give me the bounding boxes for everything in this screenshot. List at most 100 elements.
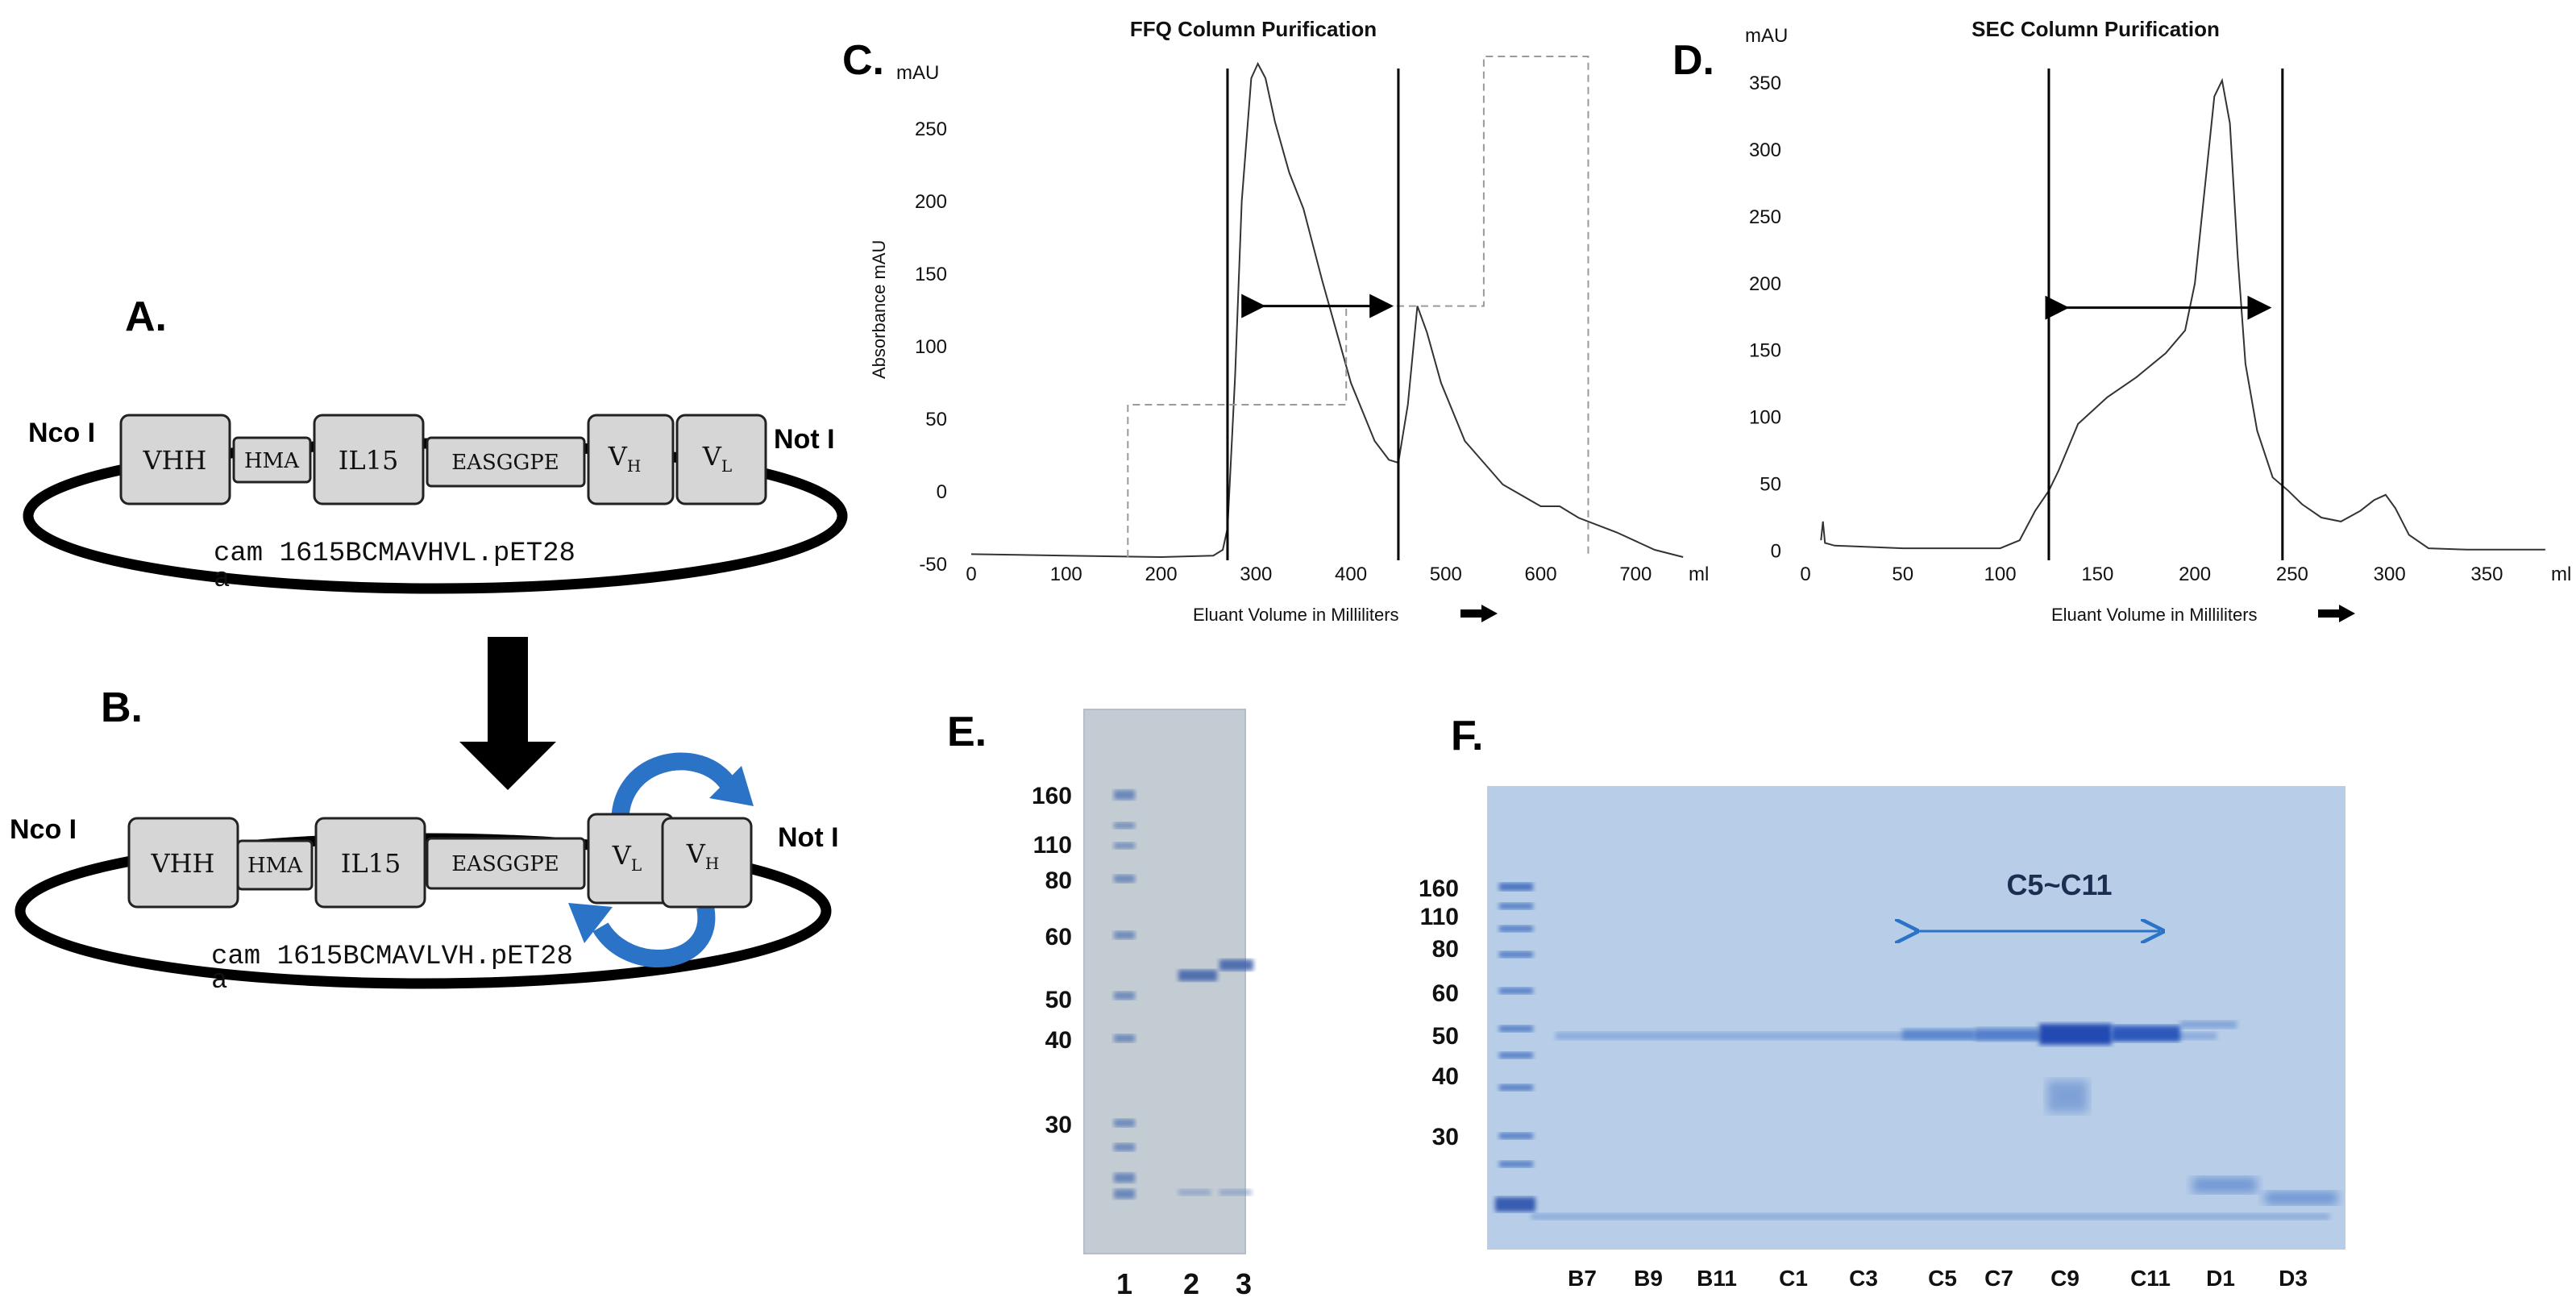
gel-f: 160 110 80 60 50 40 30 C5~C11 B7 B9 B11 C1 C… [1419, 786, 2345, 1291]
gel-e-background [1084, 709, 1245, 1254]
gel-e-marker-40: 40 [1045, 1027, 1072, 1054]
chart-ffq-yunit: mAU [896, 62, 939, 84]
panel-label-e: E. [947, 709, 987, 755]
panel-label-a: A. [125, 293, 167, 340]
chart-ffq: FFQ Column Purification mAU Absorbance m… [869, 17, 1709, 625]
gel-e-marker-160: 160 [1032, 783, 1072, 809]
gel-f-marker-40: 40 [1432, 1063, 1459, 1090]
plasmid-b-linker-box [426, 837, 586, 890]
chart-sec-xtick: 100 [1984, 564, 2017, 585]
chart-ffq-series-gradient [1127, 56, 1589, 557]
plasmid-a-linker-box [426, 436, 586, 488]
chart-ffq-ytick: 200 [915, 191, 947, 213]
swap-arrow-top-head [709, 766, 754, 806]
gel-f-lane-c11: C11 [2130, 1266, 2171, 1291]
chart-sec-ytick: 100 [1749, 407, 1781, 429]
gel-f-lane-c7: C7 [1984, 1266, 2013, 1291]
chart-ffq-xlabel: Eluant Volume in Milliliters [1193, 605, 1399, 625]
swap-arrow-top [611, 752, 737, 832]
panel-label-c: C. [842, 37, 884, 84]
gel-e-marker-50: 50 [1045, 987, 1072, 1013]
chart-sec-xunit: ml [2551, 564, 2571, 585]
plasmid-b-il15-label: IL15 [341, 848, 401, 879]
gel-e-ladder [1114, 790, 1135, 1199]
swap-arrow-bottom [592, 905, 716, 967]
gel-f-ladder [1495, 883, 1535, 1212]
chart-ffq-title: FFQ Column Purification [1130, 17, 1377, 41]
chart-ffq-ytick: 150 [915, 264, 947, 285]
chart-sec-title: SEC Column Purification [1971, 17, 2220, 41]
gel-f-marker-80: 80 [1432, 936, 1459, 963]
chart-ffq-xtick: 200 [1145, 564, 1178, 585]
gel-e-marker-110: 110 [1033, 832, 1072, 859]
chart-ffq-xtick: 0 [966, 564, 976, 585]
chart-ffq-xtick: 700 [1619, 564, 1652, 585]
gel-f-lane-b7: B7 [1568, 1266, 1597, 1291]
plasmid-a-v1-label: VH [608, 441, 642, 476]
chart-sec-ytick: 250 [1749, 206, 1781, 228]
gel-e-marker-30: 30 [1045, 1112, 1072, 1138]
chart-ffq-xlabel-arrow [1460, 605, 1498, 622]
plasmid-b-il15-box [314, 817, 426, 909]
gel-e: 160 110 80 60 50 40 30 1 2 3 [1032, 709, 1253, 1300]
plasmid-b-v2-box [661, 817, 753, 909]
chart-ffq-xtick: 300 [1240, 564, 1272, 585]
gel-e-marker-80: 80 [1045, 867, 1072, 894]
chart-sec-yunit: mAU [1745, 25, 1788, 47]
gel-e-band-lane2 [1178, 970, 1217, 981]
plasmid-a-hma-box [232, 436, 312, 484]
plasmid-a-right-site: Not I [774, 424, 835, 455]
plasmid-b-hma-box [236, 839, 314, 891]
plasmid-b-vhh-label: VHH [151, 848, 215, 879]
plasmid-a-vhh-label: VHH [143, 445, 207, 476]
panel-label-b: B. [101, 684, 143, 731]
plasmid-a-il15-label: IL15 [339, 445, 399, 476]
gel-f-marker-160: 160 [1419, 876, 1459, 902]
chart-sec-ytick: 350 [1749, 73, 1781, 94]
chart-sec-xlabel-arrow [2318, 605, 2355, 622]
plasmid-b-left-site: Nco I [10, 814, 77, 845]
gel-f-lane-b11: B11 [1697, 1266, 1737, 1291]
gel-f-marker-50: 50 [1432, 1023, 1459, 1050]
gel-f-marker-60: 60 [1432, 980, 1459, 1007]
gel-f-range-label: C5~C11 [2006, 868, 2112, 901]
chart-sec-xlabel: Eluant Volume in Milliliters [2051, 605, 2258, 625]
chart-sec-xtick: 350 [2470, 564, 2503, 585]
chart-sec-xtick: 150 [2081, 564, 2113, 585]
chart-sec-xtick: 200 [2179, 564, 2211, 585]
gel-f-marker-110: 110 [1420, 904, 1459, 930]
plasmid-b-linker-label: EASGGPE [451, 852, 559, 876]
plasmid-b-v2-label: VH [686, 838, 720, 873]
chart-ffq-xunit: ml [1689, 564, 1709, 585]
gel-f-band-c9 [2039, 1024, 2112, 1045]
chart-ffq-ytick: -50 [919, 554, 947, 576]
chart-sec-xtick: 250 [2276, 564, 2308, 585]
chart-ffq-xtick: 400 [1335, 564, 1367, 585]
plasmid-a: Nco I Not I VHH HMA IL15 EASGGPE VH VL c… [23, 414, 848, 595]
plasmid-a-name-suffix: a [214, 564, 230, 595]
plasmid-a-v2-box [675, 414, 767, 505]
plasmid-a-v1-box [587, 414, 675, 505]
gel-f-lane-c9: C9 [2050, 1266, 2079, 1291]
plasmid-b: Nco I Not I VHH HMA IL15 EASGGPE VL VH c… [10, 752, 839, 996]
gel-f-lane-d3: D3 [2279, 1266, 2308, 1291]
plasmid-a-left-site: Nco I [28, 418, 95, 448]
gel-f-lane-d1: D1 [2206, 1266, 2235, 1291]
plasmid-a-name: cam 1615BCMAVHVL.pET28 [214, 539, 575, 569]
chart-sec-ytick: 150 [1749, 340, 1781, 362]
chart-sec-xtick: 0 [1800, 564, 1810, 585]
gel-f-lane-b9: B9 [1634, 1266, 1663, 1291]
plasmid-b-name: cam 1615BCMAVLVH.pET28 [211, 942, 573, 972]
plasmid-a-hma-label: HMA [244, 449, 300, 473]
plasmid-a-il15-box [313, 414, 425, 505]
panel-label-f: F. [1451, 713, 1483, 759]
chart-ffq-ytick: 100 [915, 336, 947, 358]
chart-ffq-series-absorbance [970, 61, 1684, 559]
transition-arrow [459, 637, 556, 790]
chart-sec: SEC Column Purification mAU Eluant Volum… [1745, 17, 2571, 625]
panel-label-d: D. [1672, 37, 1714, 84]
plasmid-b-name-suffix: a [211, 966, 227, 996]
plasmid-b-v1-label: VL [612, 840, 642, 875]
gel-e-marker-60: 60 [1045, 924, 1072, 950]
swap-arrow-bottom-head [568, 903, 613, 943]
